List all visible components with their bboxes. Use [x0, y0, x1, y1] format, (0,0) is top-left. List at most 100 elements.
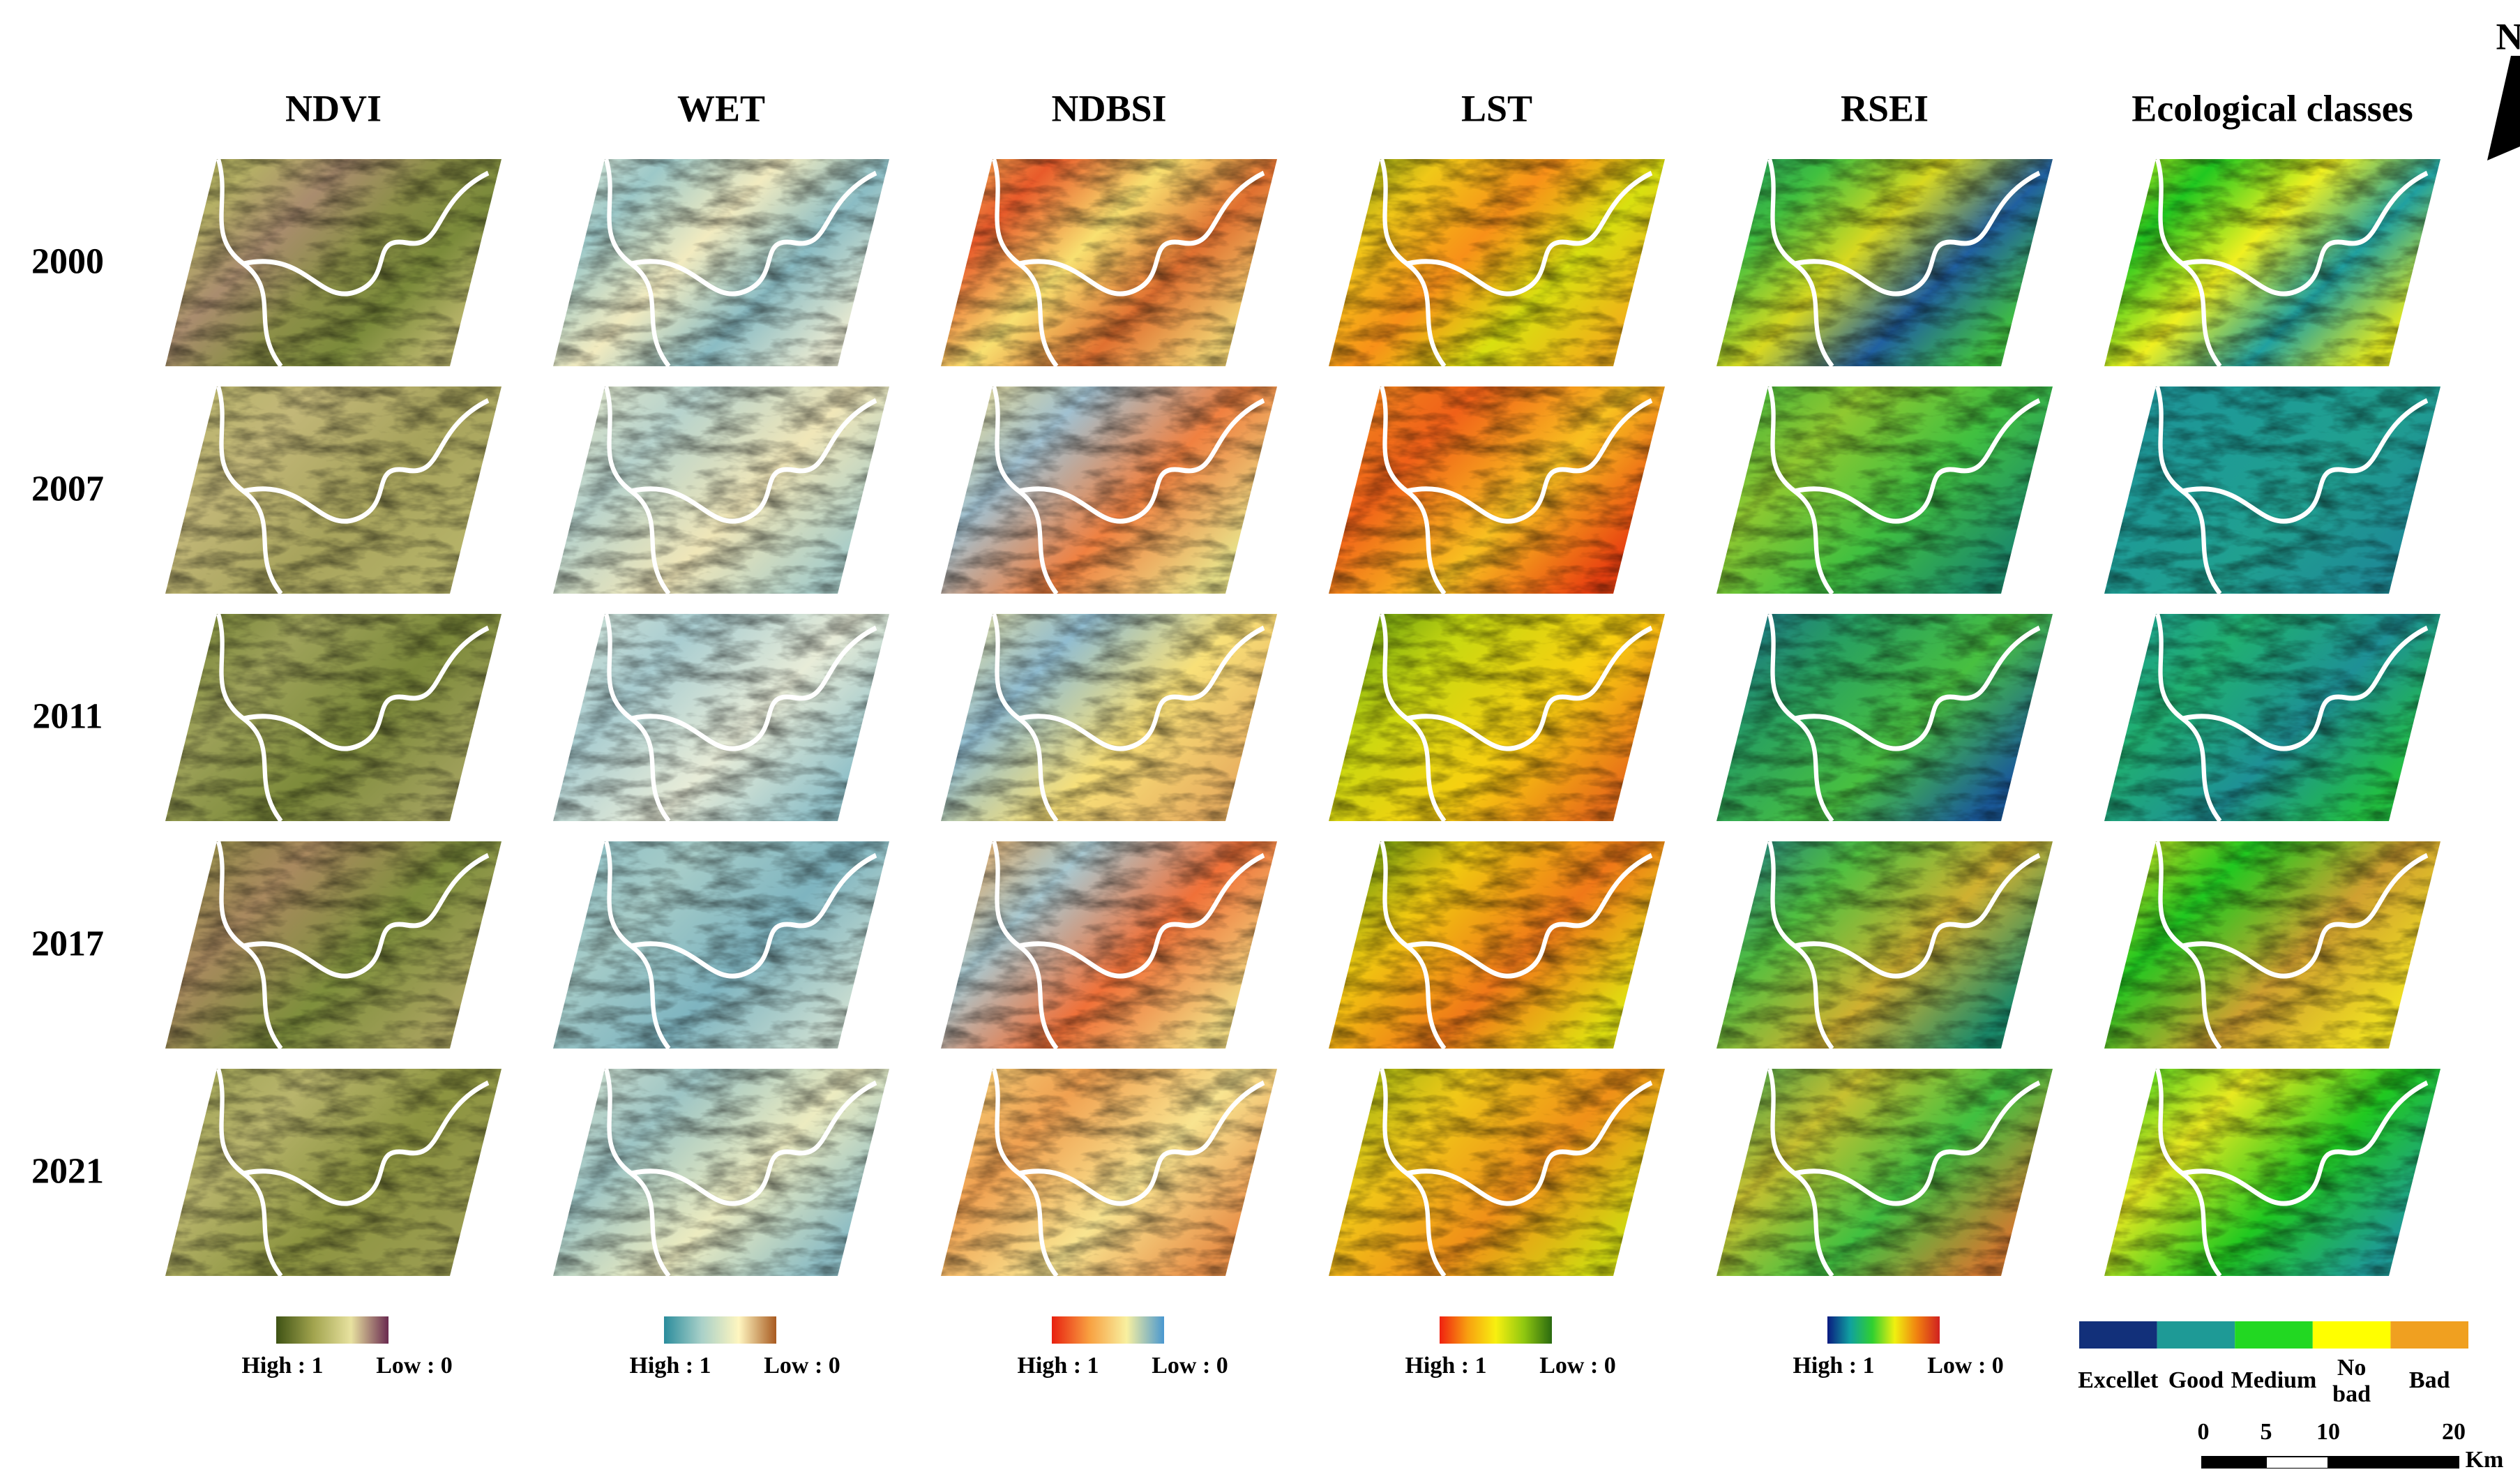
map-panel — [553, 614, 889, 821]
map-panel — [2104, 614, 2440, 821]
map-image — [2104, 841, 2440, 1049]
map-texture — [1717, 386, 2053, 594]
map-image — [1717, 386, 2053, 594]
map-image — [165, 159, 501, 366]
map-image — [941, 614, 1277, 821]
north-arrow-shape — [2487, 56, 2520, 160]
map-image — [553, 614, 889, 821]
column-header: LST — [1461, 87, 1532, 129]
map-texture — [941, 159, 1277, 366]
row-year: 2011 — [32, 696, 103, 736]
map-panel — [941, 614, 1277, 821]
class-label: Excellet — [2078, 1367, 2159, 1393]
map-texture — [1717, 841, 2053, 1049]
map-texture — [553, 614, 889, 821]
map-texture — [1329, 614, 1665, 821]
column-header: RSEI — [1841, 87, 1929, 129]
class-swatch — [2313, 1321, 2391, 1349]
legend-high: High : 1 — [1793, 1353, 1874, 1379]
map-texture — [2104, 386, 2440, 594]
map-panel — [165, 1069, 501, 1276]
map-panel — [941, 386, 1277, 594]
map-image — [1717, 159, 2053, 366]
legend-high: High : 1 — [1017, 1353, 1099, 1379]
map-panel — [1717, 614, 2053, 821]
map-texture — [941, 841, 1277, 1049]
map-panel — [941, 159, 1277, 366]
column-header: WET — [677, 87, 765, 129]
legend-high: High : 1 — [629, 1353, 711, 1379]
map-image — [1329, 1069, 1665, 1276]
scale-unit: Km — [2466, 1447, 2504, 1469]
map-image — [1329, 159, 1665, 366]
map-texture — [1329, 159, 1665, 366]
map-image — [165, 614, 501, 821]
map-panel — [2104, 841, 2440, 1049]
map-panel — [1329, 841, 1665, 1049]
map-texture — [165, 159, 501, 366]
class-label: Good — [2168, 1367, 2224, 1393]
legend-low: Low : 0 — [1539, 1353, 1616, 1379]
map-panel — [553, 159, 889, 366]
legend-low: Low : 0 — [764, 1353, 840, 1379]
row-year: 2000 — [31, 241, 104, 281]
map-panel — [1717, 159, 2053, 366]
map-image — [941, 1069, 1277, 1276]
map-panel — [2104, 1069, 2440, 1276]
map-image — [1717, 614, 2053, 821]
map-image — [2104, 1069, 2440, 1276]
map-texture — [553, 386, 889, 594]
legend-low: Low : 0 — [1152, 1353, 1228, 1379]
map-image — [165, 386, 501, 594]
map-panel — [165, 841, 501, 1049]
map-texture — [1717, 159, 2053, 366]
map-panel — [1329, 614, 1665, 821]
scale-tick-label: 20 — [2442, 1419, 2466, 1445]
map-image — [2104, 614, 2440, 821]
legend-bar — [664, 1316, 776, 1344]
map-image — [165, 841, 501, 1049]
map-texture — [941, 386, 1277, 594]
map-panel — [1717, 1069, 2053, 1276]
class-swatch — [2390, 1321, 2468, 1349]
scale-bar-segment — [2202, 1457, 2266, 1469]
page: {"columns": ["NDVI", "WET", "NDBSI", "LS… — [0, 0, 2520, 1469]
map-texture — [165, 614, 501, 821]
legend-bar — [1440, 1316, 1552, 1344]
map-panel — [2104, 159, 2440, 366]
map-panel — [1717, 841, 2053, 1049]
map-panel — [1717, 386, 2053, 594]
map-image — [1329, 386, 1665, 594]
map-image — [553, 159, 889, 366]
map-panel — [165, 614, 501, 821]
class-label: Medium — [2231, 1367, 2317, 1393]
scale-tick-label: 10 — [2316, 1419, 2340, 1445]
map-panel — [941, 841, 1277, 1049]
class-swatch — [2235, 1321, 2313, 1349]
map-texture — [2104, 614, 2440, 821]
map-image — [1717, 1069, 2053, 1276]
legend-bar — [1052, 1316, 1164, 1344]
map-texture — [165, 386, 501, 594]
map-texture — [1329, 841, 1665, 1049]
class-swatch — [2079, 1321, 2157, 1349]
legend-high: High : 1 — [1405, 1353, 1486, 1379]
map-texture — [2104, 159, 2440, 366]
map-panel — [553, 841, 889, 1049]
map-image — [2104, 386, 2440, 594]
map-image — [165, 1069, 501, 1276]
map-image — [1329, 614, 1665, 821]
legend-bar — [1827, 1316, 1940, 1344]
map-image — [2104, 159, 2440, 366]
map-texture — [553, 1069, 889, 1276]
map-texture — [553, 841, 889, 1049]
map-image — [553, 1069, 889, 1276]
north-label: N — [2496, 15, 2520, 57]
map-panel — [1329, 386, 1665, 594]
map-panel — [553, 1069, 889, 1276]
legend-low: Low : 0 — [1927, 1353, 2004, 1379]
class-label: Bad — [2409, 1367, 2450, 1393]
scale-bar-segment — [2266, 1457, 2328, 1469]
map-panel — [941, 1069, 1277, 1276]
